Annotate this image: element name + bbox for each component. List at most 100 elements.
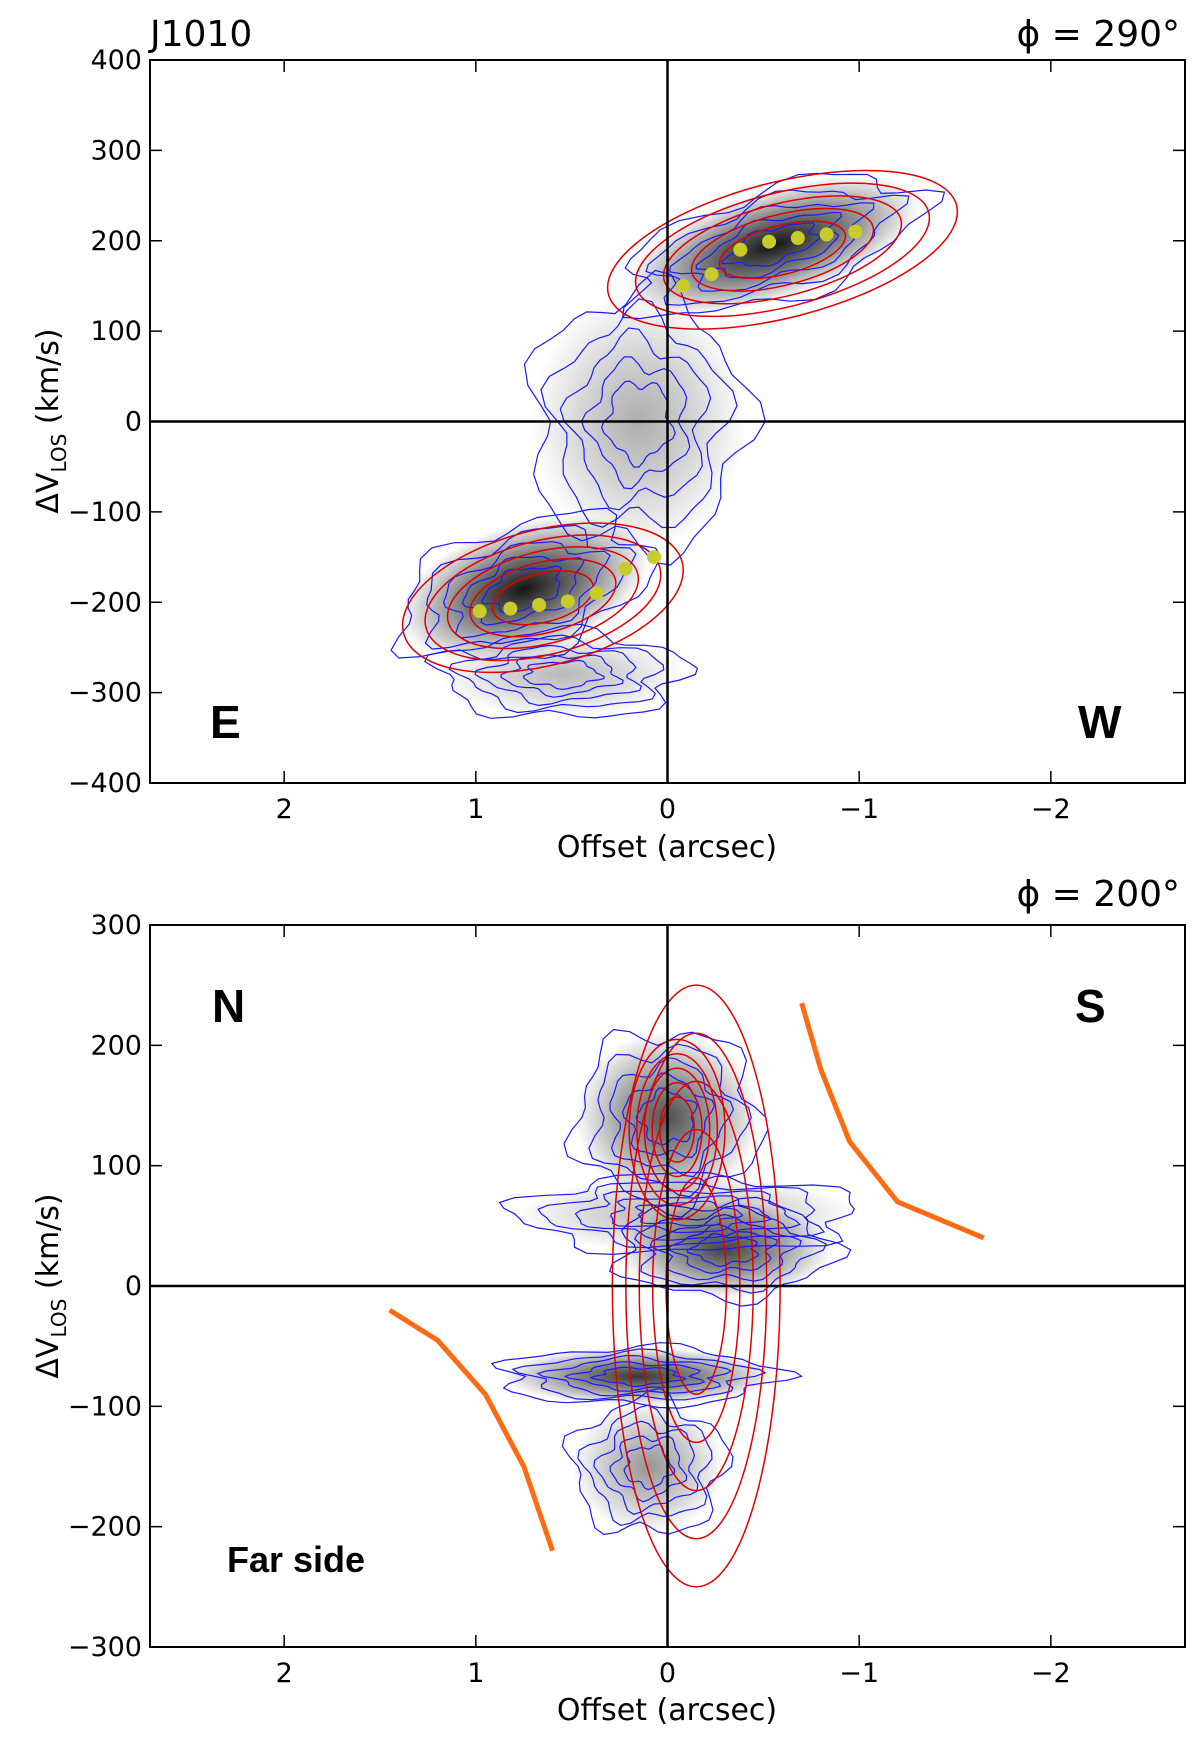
top-model-contour: [491, 570, 595, 626]
top-observed-contour: [669, 202, 875, 292]
top-rotation-point: [589, 586, 604, 601]
top-observed-contour: [442, 541, 611, 639]
bottom-model-contour: [628, 1038, 726, 1221]
top-xtick-label: 0: [659, 794, 676, 825]
top-ytick-label: −200: [68, 587, 142, 618]
bottom-orange-arc: [799, 1002, 985, 1241]
bottom-observed-contour: [498, 1171, 856, 1256]
bottom-orange-arc: [388, 1307, 555, 1552]
top-model-contour: [446, 546, 640, 650]
bottom-ytick-label: −200: [68, 1512, 142, 1543]
top-model-contour: [606, 169, 959, 330]
bottom-xtick-label: −2: [1031, 1658, 1071, 1689]
top-xtick-label: 2: [276, 794, 293, 825]
top-rotation-point: [733, 242, 748, 257]
top-model-contour: [634, 182, 931, 318]
panel-top-ylabel: ΔVLOS (km/s): [31, 328, 71, 513]
top-ytick-label: 300: [90, 135, 142, 166]
bottom-emission-blob: [500, 1347, 777, 1406]
panel-top-axes: 2 1 0 −1 −2 400 300 200 100 0 −100 −200 −300 −400: [68, 45, 1185, 825]
panel-bottom-ylabel-sub: LOS: [47, 1299, 71, 1338]
top-ytick-label: −100: [68, 497, 142, 528]
bottom-ytick-label: −300: [68, 1632, 142, 1663]
bottom-model-contour: [643, 1067, 711, 1192]
top-observed-contour: [622, 172, 946, 320]
bottom-observed-contour: [635, 1087, 698, 1146]
panel-bottom-ylabel: ΔVLOS (km/s): [31, 1193, 71, 1378]
bottom-observed-contour: [563, 1361, 706, 1392]
bottom-observed-contour: [490, 1342, 803, 1409]
bottom-emission-blob: [518, 1175, 856, 1253]
top-model-contour: [469, 558, 617, 638]
panel-top-ylabel-sub: LOS: [47, 434, 71, 473]
panel-top-ylabel-unit: (km/s): [31, 328, 66, 433]
top-model-contour: [662, 195, 903, 305]
top-model-contour: [401, 522, 684, 674]
bottom-observed-contour: [577, 1404, 713, 1527]
panel-bottom-angle-label: ϕ = 200°: [1016, 874, 1180, 915]
bottom-ytick-label: 0: [125, 1271, 142, 1302]
bottom-model-contour: [651, 1081, 703, 1178]
bottom-observed-contour: [589, 1366, 688, 1388]
top-model-contour: [718, 220, 847, 280]
panel-bottom-data-layer: [490, 984, 856, 1588]
top-emission-blob: [439, 631, 685, 718]
panel-bottom-ylabel-unit: (km/s): [31, 1193, 66, 1298]
top-rotation-point: [819, 227, 834, 242]
top-rotation-point: [647, 550, 662, 565]
bottom-xtick-label: 1: [467, 1658, 484, 1689]
top-model-contour: [690, 207, 875, 292]
top-observed-contour: [645, 189, 910, 306]
panel-top-ylabel-main: ΔV: [31, 472, 66, 514]
top-rotation-point: [704, 267, 719, 282]
bottom-model-contour: [636, 1053, 719, 1207]
top-rotation-point: [560, 594, 575, 609]
top-ytick-label: 0: [125, 407, 142, 438]
top-xtick-label: 1: [467, 794, 484, 825]
bottom-observed-contour: [537, 1181, 826, 1249]
top-observed-contour: [695, 211, 843, 279]
top-observed-contour: [522, 659, 605, 691]
top-model-contour: [424, 534, 662, 662]
bottom-observed-contour: [536, 1354, 733, 1397]
top-xtick-label: −2: [1031, 794, 1071, 825]
bottom-ytick-label: 200: [90, 1030, 142, 1061]
bottom-observed-contour: [623, 1443, 676, 1491]
top-ytick-label: 400: [90, 45, 142, 76]
panel-top: 2 1 0 −1 −2 400 300 200 100 0 −100 −200 −300 −400 J10…: [31, 14, 1186, 865]
direction-label-e: E: [210, 696, 241, 748]
bottom-observed-contour: [561, 1387, 734, 1536]
top-observed-contour: [474, 644, 643, 707]
top-rotation-point: [532, 597, 547, 612]
panel-bottom: 2 1 0 −1 −2 300 200 100 0 −100 −200 −300 ϕ = 200° N…: [31, 874, 1186, 1728]
panel-bottom-axes: 2 1 0 −1 −2 300 200 100 0 −100 −200 −300: [68, 910, 1185, 1689]
top-ytick-label: −300: [68, 678, 142, 709]
bottom-model-contour: [659, 1096, 696, 1163]
top-rotation-point: [472, 604, 487, 619]
top-ytick-label: 100: [90, 316, 142, 347]
top-observed-contour: [500, 654, 624, 698]
bottom-observed-contour: [593, 1420, 699, 1515]
panel-top-angle-label: ϕ = 290°: [1016, 14, 1180, 55]
bottom-observed-contour: [511, 1348, 767, 1401]
top-rotation-point: [762, 234, 777, 249]
top-rotation-point: [848, 224, 863, 239]
top-ytick-label: −400: [68, 768, 142, 799]
top-rotation-point: [675, 278, 690, 293]
top-ytick-label: 200: [90, 226, 142, 257]
bottom-observed-contour: [609, 1057, 735, 1178]
bottom-observed-contour: [634, 1200, 744, 1227]
bottom-xtick-label: 2: [276, 1658, 293, 1689]
top-rotation-point: [503, 601, 518, 616]
panel-top-xlabel: Offset (arcsec): [557, 830, 777, 865]
panel-bottom-xlabel: Offset (arcsec): [557, 1693, 777, 1728]
far-side-annotation: Far side: [227, 1539, 365, 1580]
top-observed-contour: [423, 623, 699, 719]
object-label: J1010: [148, 14, 252, 55]
bottom-observed-contour: [574, 1189, 801, 1241]
panel-top-data-layer: [390, 169, 959, 719]
bottom-emission-blob: [571, 1399, 725, 1534]
top-observed-contour: [481, 565, 562, 614]
bottom-xtick-label: −1: [839, 1658, 879, 1689]
